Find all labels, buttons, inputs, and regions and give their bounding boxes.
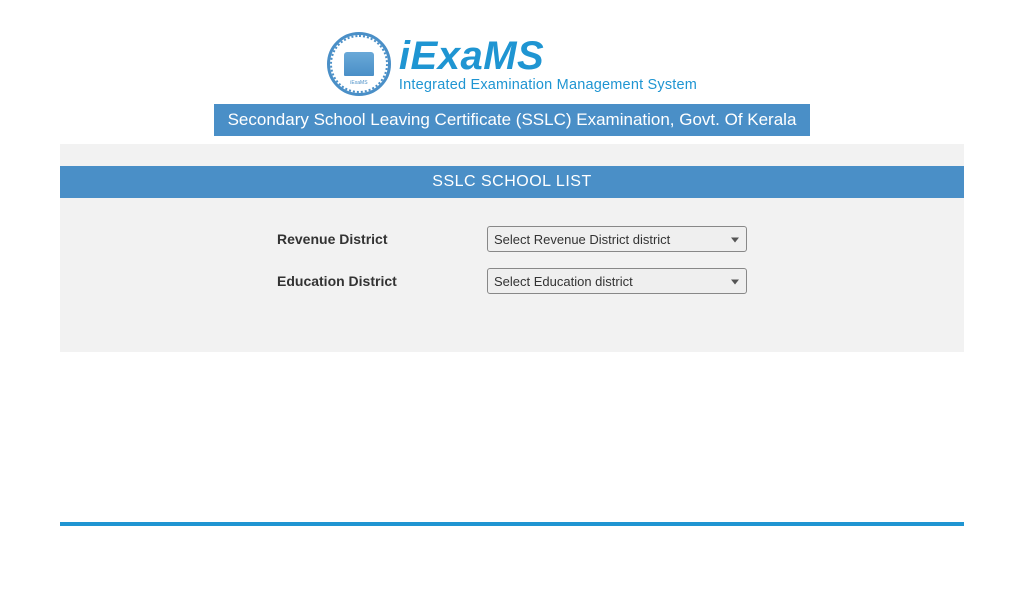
education-district-row: Education District Select Education dist… bbox=[277, 268, 747, 294]
brand-subtitle: Integrated Examination Management System bbox=[399, 78, 697, 93]
content-gap bbox=[60, 352, 964, 522]
footer-divider bbox=[60, 522, 964, 526]
iexams-logo-icon bbox=[327, 32, 391, 96]
header: iExaMS Integrated Examination Management… bbox=[60, 20, 964, 144]
revenue-district-select[interactable]: Select Revenue District district bbox=[487, 226, 747, 252]
revenue-district-row: Revenue District Select Revenue District… bbox=[277, 226, 747, 252]
exam-banner: Secondary School Leaving Certificate (SS… bbox=[214, 104, 811, 136]
main-panel: iExaMS Integrated Examination Management… bbox=[60, 20, 964, 352]
form-area: Revenue District Select Revenue District… bbox=[60, 198, 964, 352]
brand-title: iExaMS bbox=[399, 36, 697, 76]
education-district-select[interactable]: Select Education district bbox=[487, 268, 747, 294]
education-district-label: Education District bbox=[277, 273, 487, 289]
logo-row: iExaMS Integrated Examination Management… bbox=[327, 32, 697, 96]
revenue-district-select-wrap: Select Revenue District district bbox=[487, 226, 747, 252]
brand-text: iExaMS Integrated Examination Management… bbox=[399, 36, 697, 93]
revenue-district-label: Revenue District bbox=[277, 231, 487, 247]
section-title: SSLC SCHOOL LIST bbox=[60, 166, 964, 198]
logo-book-icon bbox=[344, 52, 374, 76]
education-district-select-wrap: Select Education district bbox=[487, 268, 747, 294]
